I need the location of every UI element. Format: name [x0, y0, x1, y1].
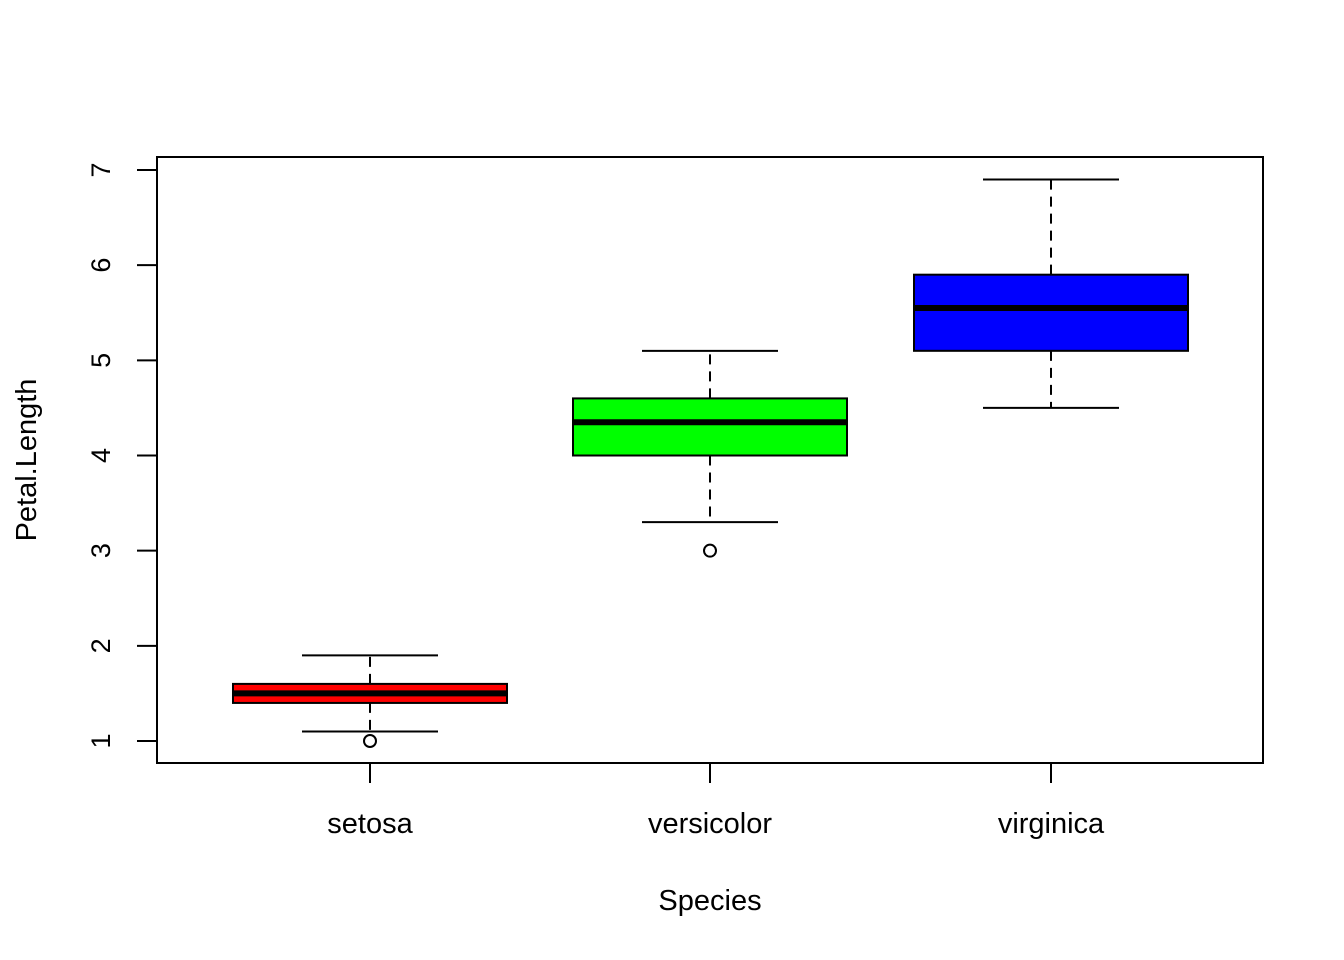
- y-tick-label: 4: [86, 448, 116, 463]
- x-axis-label: Species: [658, 885, 761, 917]
- x-tick-label: setosa: [327, 808, 413, 840]
- box-setosa: [232, 654, 508, 748]
- x-tick-label: virginica: [998, 808, 1105, 840]
- y-axis: 1 2 3 4 5 6 7: [86, 162, 157, 749]
- y-tick-label: 2: [86, 638, 116, 653]
- iqr-box: [572, 397, 848, 457]
- box-virginica: [913, 178, 1189, 409]
- x-tick-label: versicolor: [648, 808, 772, 840]
- y-tick-label: 3: [86, 543, 116, 558]
- y-tick-label: 1: [86, 733, 116, 748]
- boxes: [232, 178, 1189, 748]
- y-tick-label: 6: [86, 258, 116, 273]
- y-tick-label: 7: [86, 162, 116, 177]
- outlier-point: [703, 543, 717, 558]
- iqr-box: [913, 273, 1189, 352]
- box-versicolor: [572, 349, 848, 558]
- y-tick-label: 5: [86, 353, 116, 368]
- x-axis: setosa versicolor virginica: [327, 763, 1105, 840]
- y-axis-label: Petal.Length: [11, 379, 43, 542]
- outlier-point: [363, 734, 377, 748]
